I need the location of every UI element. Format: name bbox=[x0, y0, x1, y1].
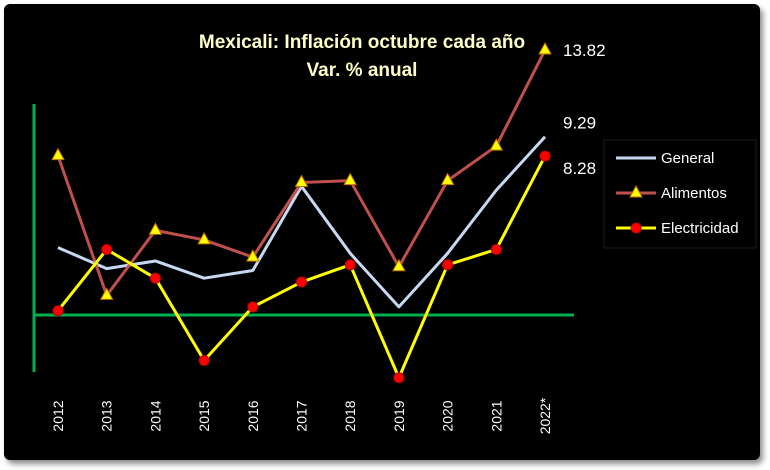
data-point-electricidad-2013 bbox=[101, 243, 113, 255]
x-tick-label-2015: 2015 bbox=[196, 400, 212, 431]
data-point-alimentos-2015 bbox=[197, 231, 211, 245]
data-point-electricidad-2018 bbox=[344, 259, 356, 271]
x-tick-label-2021: 2021 bbox=[488, 400, 504, 431]
data-point-alimentos-2021 bbox=[489, 138, 504, 151]
data-point-alimentos-2020 bbox=[440, 172, 455, 186]
data-point-alimentos-2016 bbox=[245, 249, 260, 262]
data-point-electricidad-2020 bbox=[442, 259, 454, 271]
x-tick-label-2017: 2017 bbox=[294, 400, 310, 431]
x-tick-label-2016: 2016 bbox=[245, 400, 261, 431]
legend-circle-icon bbox=[630, 222, 642, 234]
line-chart: Mexicali: Inflación octubre cada año Var… bbox=[32, 32, 757, 434]
data-point-electricidad-2015 bbox=[198, 355, 210, 367]
x-axis-ticks: 2012 2013 2014 2015 2016 2017 2018 2019 2020 2021… bbox=[50, 397, 553, 434]
data-point-alimentos-2017 bbox=[294, 174, 309, 187]
end-labels: 13.82 9.29 8.28 bbox=[563, 41, 606, 178]
data-point-alimentos-2014 bbox=[148, 222, 163, 235]
data-point-alimentos-2018 bbox=[343, 172, 358, 186]
legend-triangle-icon bbox=[629, 184, 643, 198]
data-point-electricidad-2016 bbox=[247, 301, 259, 313]
data-point-electricidad-2012 bbox=[52, 305, 64, 317]
x-tick-label-2019: 2019 bbox=[391, 400, 407, 431]
x-tick-label-2018: 2018 bbox=[342, 400, 358, 431]
chart-title: Mexicali: Inflación octubre cada año bbox=[199, 32, 525, 53]
end-value-label-general: 9.29 bbox=[563, 114, 596, 133]
chart-frame: Mexicali: Inflación octubre cada año Var… bbox=[4, 4, 760, 460]
data-point-electricidad-2014 bbox=[149, 272, 161, 284]
series-layer bbox=[51, 41, 552, 384]
legend-label-electricidad: Electricidad bbox=[661, 220, 739, 237]
legend: General Alimentos Electricidad bbox=[603, 139, 757, 249]
legend-label-general: General bbox=[661, 150, 714, 167]
data-point-electricidad-2022 bbox=[539, 150, 551, 162]
x-tick-label-2012: 2012 bbox=[50, 400, 66, 431]
data-point-alimentos-2019 bbox=[392, 258, 406, 272]
data-point-electricidad-2019 bbox=[393, 372, 405, 384]
data-point-electricidad-2017 bbox=[296, 276, 307, 288]
legend-label-alimentos: Alimentos bbox=[661, 185, 727, 202]
x-tick-label-2022: 2022* bbox=[537, 397, 553, 434]
x-tick-label-2014: 2014 bbox=[147, 400, 163, 431]
data-point-alimentos-2022 bbox=[538, 41, 552, 55]
end-value-label-alimentos: 13.82 bbox=[563, 41, 606, 60]
x-tick-label-2020: 2020 bbox=[440, 400, 456, 431]
data-point-alimentos-2013 bbox=[99, 287, 114, 300]
x-tick-label-2013: 2013 bbox=[99, 400, 115, 431]
chart-subtitle: Var. % anual bbox=[307, 60, 418, 81]
data-point-alimentos-2012 bbox=[51, 147, 65, 161]
data-point-electricidad-2021 bbox=[490, 243, 502, 255]
series-line-electricidad bbox=[56, 155, 547, 380]
end-value-label-electricidad: 8.28 bbox=[563, 159, 596, 178]
